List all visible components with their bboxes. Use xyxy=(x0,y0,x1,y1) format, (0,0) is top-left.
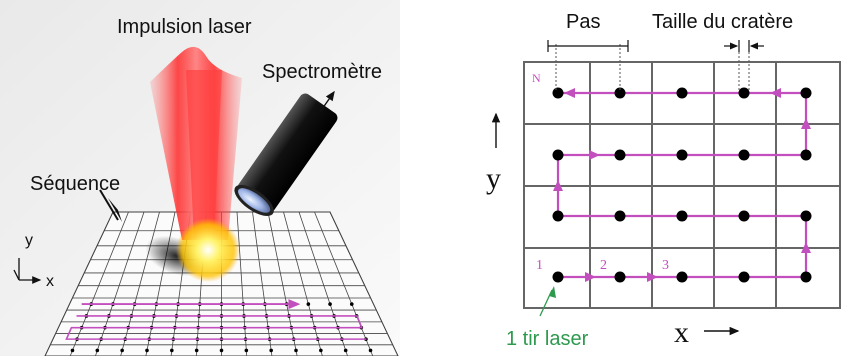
surface-grid-line xyxy=(298,211,348,356)
path-arrow xyxy=(589,150,600,160)
surface-grid-line xyxy=(236,211,248,356)
crater-dot xyxy=(676,87,688,99)
crater-dot xyxy=(676,210,688,222)
crater-dot xyxy=(800,149,812,161)
crater-dot xyxy=(552,271,564,283)
laser-beam xyxy=(150,46,242,240)
laser-pulse-label: Impulsion laser xyxy=(117,16,252,38)
sequence-arrow xyxy=(99,189,119,221)
crater-dot xyxy=(614,271,626,283)
path-arrow xyxy=(564,88,575,98)
crater-dot xyxy=(738,87,750,99)
crater-dot xyxy=(800,87,812,99)
surface-dot xyxy=(294,348,298,353)
surface-grid-line xyxy=(283,211,323,356)
path-arrow xyxy=(647,272,658,282)
left-axis-x-label: x xyxy=(46,273,54,290)
right-schematic: Pas Taille du cratère y x N 1 2 3 1 tir … xyxy=(486,11,841,350)
path-arrow xyxy=(801,118,811,129)
surface-grid-line xyxy=(329,211,399,356)
axis-indicator xyxy=(13,258,42,284)
crater-dot xyxy=(676,149,688,161)
crater-dot xyxy=(614,149,626,161)
surface-dot xyxy=(328,302,332,306)
surface-dot xyxy=(219,348,224,353)
surface-grid-line xyxy=(252,211,273,356)
plasma-flash xyxy=(176,218,240,282)
crater-dimension xyxy=(724,40,764,90)
surface-dot xyxy=(244,348,249,353)
path-arrow xyxy=(801,242,811,253)
surface-dot xyxy=(319,348,323,353)
spectrometer-arrow xyxy=(319,90,335,113)
surface-dot xyxy=(349,302,354,306)
surface-dot xyxy=(95,348,100,353)
step-dimension xyxy=(547,40,629,90)
order-label-3: 3 xyxy=(662,258,669,273)
path-arrow xyxy=(770,88,781,98)
surface-grid-line xyxy=(267,211,298,356)
crater-dot xyxy=(552,87,564,99)
surface-grid-line xyxy=(95,211,145,356)
surface-dot xyxy=(170,348,174,353)
surface-dot xyxy=(70,348,75,353)
crater-dot xyxy=(800,210,812,222)
surface-grid-line xyxy=(120,211,160,356)
crater-dot xyxy=(738,271,750,283)
path-arrow xyxy=(585,272,596,282)
surface-grid-line xyxy=(145,211,176,356)
path-arrow xyxy=(553,180,563,191)
crater-dot xyxy=(614,210,626,222)
surface-dot xyxy=(120,348,124,353)
spectrometer-label: Spectromètre xyxy=(262,61,382,83)
surface-grid-line xyxy=(314,211,374,356)
laser-shot-label: 1 tir laser xyxy=(506,328,589,350)
surface-dot xyxy=(269,348,273,353)
crater-size-label: Taille du cratère xyxy=(652,11,793,33)
surface-dot xyxy=(145,348,149,353)
sequence-label: Séquence xyxy=(30,173,120,195)
left-illustration: Impulsion laser Spectromètre Séquence y … xyxy=(0,0,400,356)
crater-grid xyxy=(523,61,841,309)
surface-dot xyxy=(306,302,311,306)
surface-grid-line xyxy=(69,211,129,356)
start-label-n: N xyxy=(532,71,541,85)
spectrometer-icon xyxy=(234,93,338,216)
left-axis-y-label: y xyxy=(25,232,33,249)
surface-dot xyxy=(343,348,348,353)
surface-dot xyxy=(368,348,373,353)
crater-dot xyxy=(552,149,564,161)
crater-dot xyxy=(676,271,688,283)
crater-dot xyxy=(738,149,750,161)
step-label: Pas xyxy=(566,11,600,33)
surface-grid-line xyxy=(44,211,114,356)
crater-dot xyxy=(552,210,564,222)
surface-scan-path xyxy=(65,315,367,340)
crater-dot xyxy=(614,87,626,99)
surface-dot xyxy=(194,348,199,353)
order-label-1: 1 xyxy=(536,258,543,273)
crater-dot xyxy=(800,271,812,283)
crater-dot xyxy=(738,210,750,222)
right-axis-x-label: x xyxy=(674,316,689,349)
order-label-2: 2 xyxy=(600,258,607,273)
surface-path-arrow xyxy=(288,299,301,310)
right-axis-y-label: y xyxy=(486,162,501,195)
